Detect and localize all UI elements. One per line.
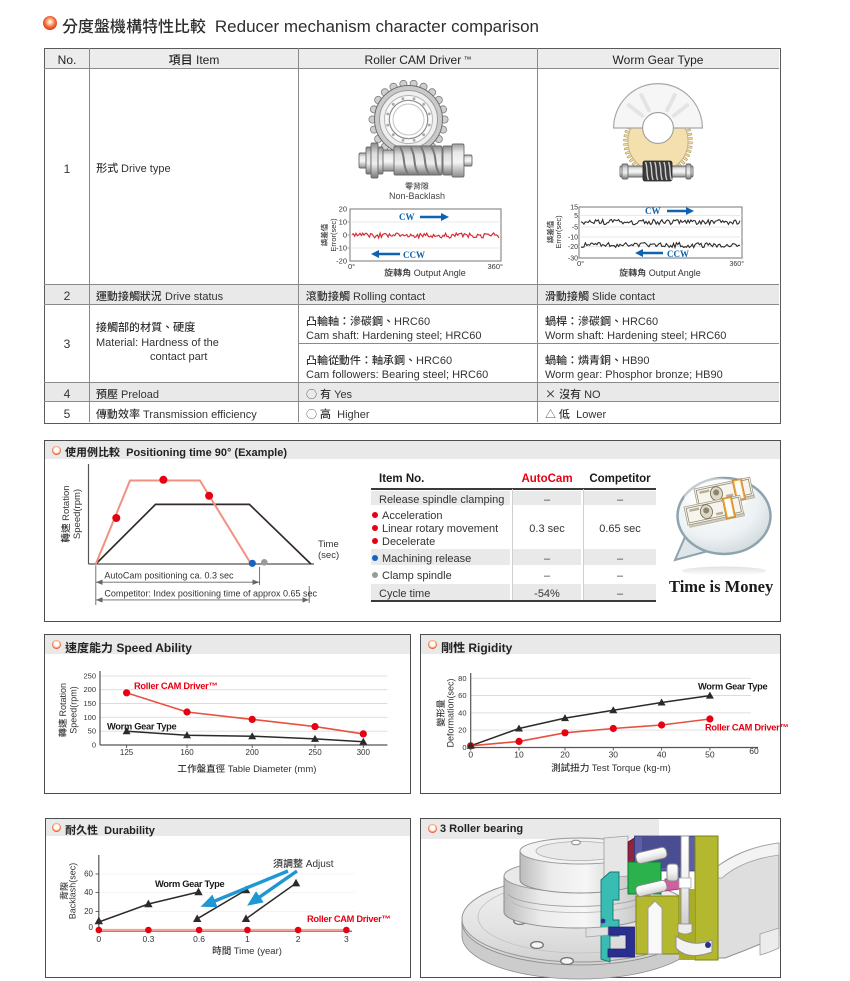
svg-text:Error(sec): Error(sec)	[328, 218, 339, 252]
svg-text:2: 2	[296, 933, 301, 945]
svg-text:Roller CAM Driver™: Roller CAM Driver™	[705, 720, 788, 734]
svg-text:-30: -30	[568, 254, 578, 264]
svg-text:0: 0	[92, 740, 96, 751]
svg-text:200: 200	[246, 747, 260, 758]
svg-text:-5: -5	[572, 223, 578, 233]
svg-text:1: 1	[245, 933, 250, 945]
svg-text:40: 40	[657, 749, 667, 761]
svg-text:-10: -10	[568, 233, 578, 243]
svg-text:CW: CW	[399, 212, 415, 222]
svg-text:20: 20	[339, 204, 347, 215]
svg-text:0: 0	[468, 749, 473, 761]
svg-text:Worm Gear Type: Worm Gear Type	[155, 876, 224, 890]
svg-text:變形量: 變形量	[434, 699, 447, 726]
svg-text:Error(sec): Error(sec)	[553, 215, 564, 249]
svg-text:Time: Time	[318, 536, 339, 550]
svg-text:CW: CW	[645, 206, 661, 216]
svg-text:0: 0	[343, 230, 347, 241]
svg-text:CCW: CCW	[667, 249, 689, 259]
svg-text:CCW: CCW	[403, 250, 425, 260]
svg-text:時間 Time (year): 時間 Time (year)	[212, 943, 282, 957]
svg-text:-20: -20	[568, 242, 578, 252]
svg-text:工作盤直徑 Table Diameter (mm): 工作盤直徑 Table Diameter (mm)	[178, 761, 317, 775]
svg-text:50: 50	[88, 726, 96, 737]
svg-text:160: 160	[180, 747, 194, 758]
svg-text:轉速 Rotation: 轉速 Rotation	[58, 485, 72, 542]
svg-text:Roller CAM Driver™: Roller CAM Driver™	[307, 911, 390, 925]
svg-text:0: 0	[462, 742, 466, 753]
svg-text:轉速 Rotation: 轉速 Rotation	[56, 683, 69, 737]
svg-text:旋轉角 Output Angle: 旋轉角 Output Angle	[618, 266, 701, 279]
svg-text:360°: 360°	[730, 259, 745, 269]
svg-text:背隙: 背隙	[58, 881, 71, 900]
svg-text:5: 5	[574, 211, 578, 221]
svg-text:Speed(rpm): Speed(rpm)	[67, 686, 80, 734]
svg-text:360°: 360°	[487, 261, 503, 272]
svg-text:125: 125	[120, 747, 134, 758]
svg-text:80: 80	[458, 673, 466, 684]
svg-text:-10: -10	[336, 243, 347, 254]
svg-text:10: 10	[514, 749, 524, 761]
svg-text:60: 60	[458, 690, 466, 701]
svg-text:0.3: 0.3	[142, 933, 154, 945]
svg-text:Non-Backlash: Non-Backlash	[389, 189, 445, 202]
svg-text:30: 30	[609, 749, 619, 761]
svg-text:Speed(rpm): Speed(rpm)	[69, 489, 83, 539]
svg-text:AutoCam positioning ca. 0.3 se: AutoCam positioning ca. 0.3 sec	[104, 569, 234, 582]
svg-text:60: 60	[749, 745, 759, 757]
svg-text:20: 20	[84, 906, 93, 917]
svg-text:0.6: 0.6	[193, 933, 205, 945]
svg-text:0°: 0°	[348, 261, 355, 272]
svg-text:20: 20	[458, 725, 466, 736]
svg-text:誤差值: 誤差值	[319, 223, 330, 246]
svg-text:10: 10	[339, 217, 347, 228]
svg-text:Roller CAM Driver™: Roller CAM Driver™	[134, 678, 217, 692]
svg-text:100: 100	[83, 712, 96, 723]
svg-text:旋轉角 Output Angle: 旋轉角 Output Angle	[383, 266, 466, 279]
svg-text:3: 3	[344, 933, 349, 945]
svg-text:Backlash(sec): Backlash(sec)	[66, 863, 79, 920]
svg-text:Competitor: Index positioning: Competitor: Index positioning time of ap…	[104, 586, 317, 599]
svg-text:250: 250	[83, 670, 96, 681]
svg-text:40: 40	[458, 707, 466, 718]
svg-text:300: 300	[357, 747, 371, 758]
svg-text:(sec): (sec)	[318, 547, 339, 561]
svg-text:誤差值: 誤差值	[545, 220, 556, 243]
svg-text:250: 250	[308, 747, 322, 758]
svg-text:0: 0	[89, 922, 94, 933]
svg-text:須調整 Adjust: 須調整 Adjust	[273, 855, 334, 870]
svg-text:150: 150	[83, 698, 96, 709]
svg-text:50: 50	[705, 749, 715, 761]
svg-text:Deformation(sec): Deformation(sec)	[444, 678, 457, 747]
svg-text:Worm Gear Type: Worm Gear Type	[107, 719, 176, 733]
svg-text:60: 60	[84, 869, 93, 880]
svg-text:200: 200	[83, 684, 96, 695]
svg-text:零背隙: 零背隙	[404, 181, 429, 192]
svg-text:0: 0	[96, 933, 101, 945]
svg-text:Worm Gear Type: Worm Gear Type	[698, 679, 767, 693]
svg-text:測試扭力 Test Torque (kg-m): 測試扭力 Test Torque (kg-m)	[551, 760, 671, 774]
svg-text:20: 20	[560, 749, 570, 761]
svg-text:-20: -20	[336, 256, 347, 267]
svg-text:15: 15	[570, 203, 578, 213]
svg-text:0°: 0°	[577, 258, 584, 269]
svg-text:40: 40	[84, 887, 93, 898]
